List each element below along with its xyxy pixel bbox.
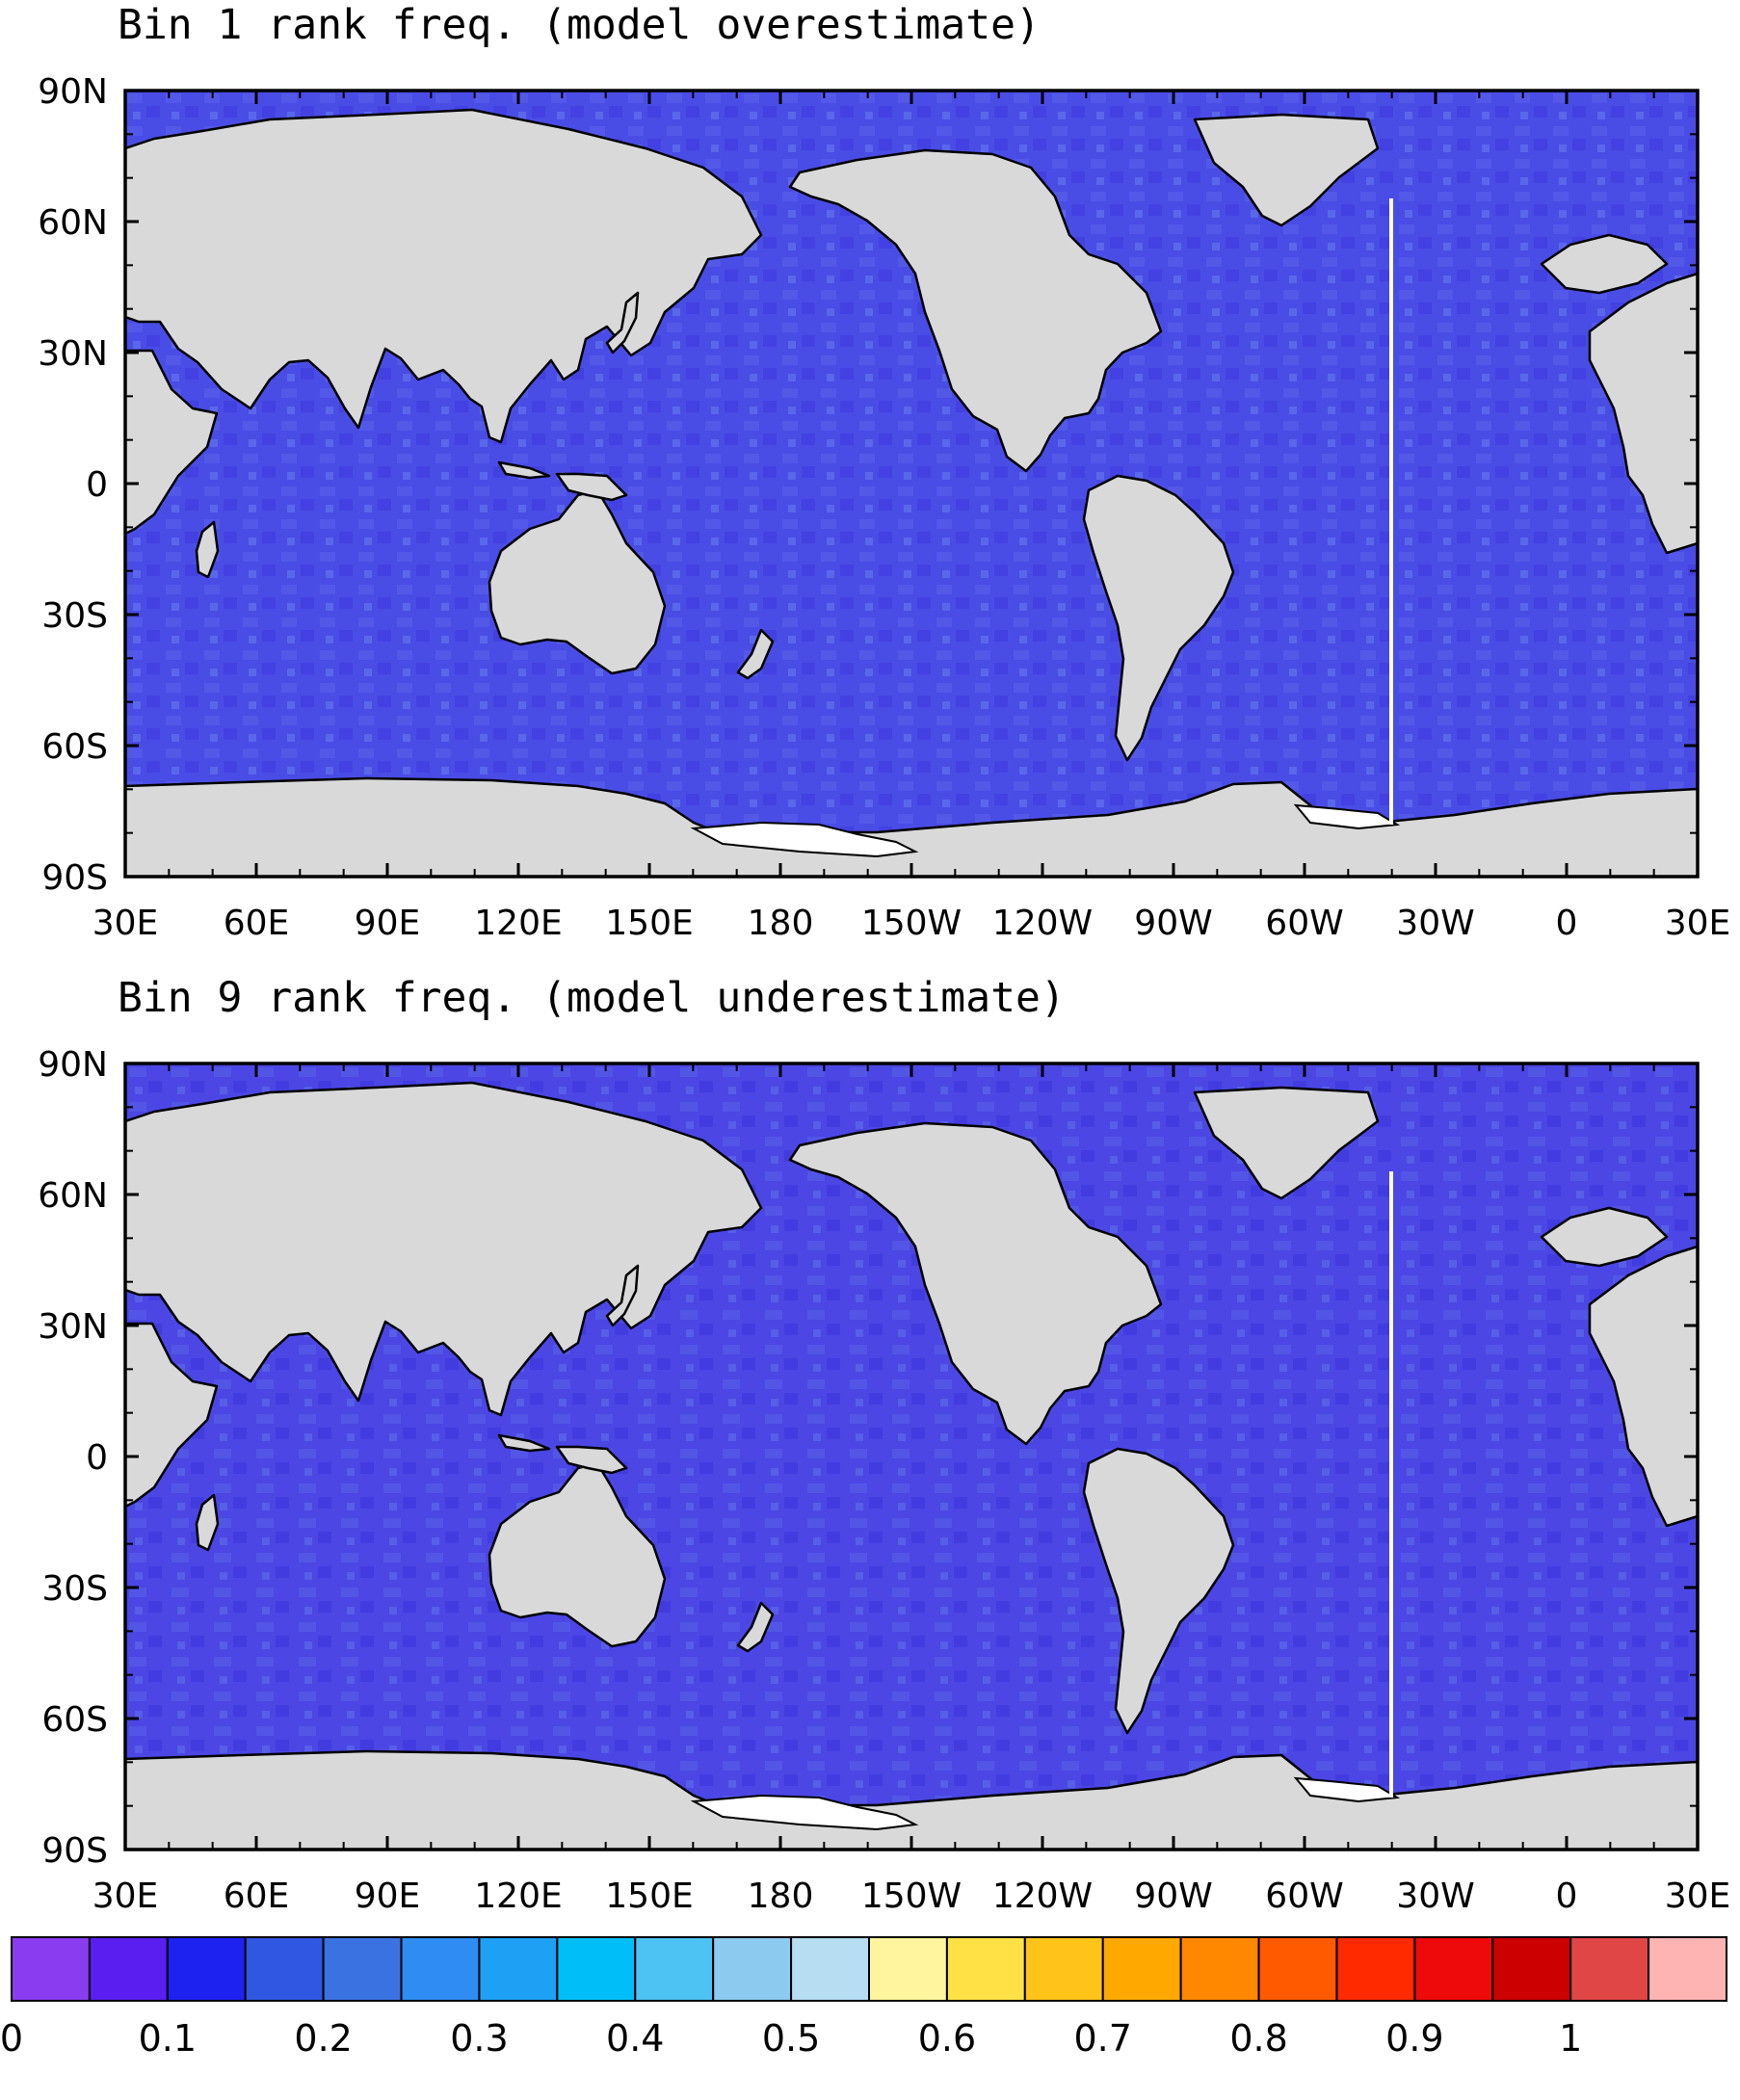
lon-tick-label: 180 — [748, 904, 814, 943]
colorbar-swatch — [1335, 1936, 1416, 2002]
colorbar-swatch — [634, 1936, 715, 2002]
colorbar-label: 1 — [1559, 2017, 1582, 2060]
land-masses — [123, 1081, 1700, 1851]
lon-tick-label: 30E — [1665, 1877, 1731, 1916]
colorbar-swatch — [166, 1936, 247, 2002]
lon-tick-label: 120W — [992, 904, 1093, 943]
lon-tick-label: 120W — [992, 1877, 1093, 1916]
ice-shelves — [690, 1776, 1401, 1831]
lat-tick-label: 30N — [38, 334, 108, 374]
lon-tick-label: 150E — [605, 904, 693, 943]
lat-tick-label: 60N — [38, 1176, 108, 1216]
colorbar-swatch — [11, 1936, 91, 2002]
colorbar-swatch — [88, 1936, 169, 2002]
lon-tick-label: 90E — [355, 904, 421, 943]
colorbar-swatch — [1491, 1936, 1572, 2002]
lat-tick-label: 30S — [41, 596, 108, 636]
colorbar-label: 0.9 — [1385, 2017, 1443, 2060]
colorbar-swatch — [1648, 1936, 1728, 2002]
lon-tick-label: 120E — [474, 904, 562, 943]
lon-tick-label: 60E — [224, 904, 290, 943]
lon-tick-label: 150W — [861, 904, 962, 943]
colorbar-swatch — [1569, 1936, 1650, 2002]
ice-shelves — [690, 803, 1401, 858]
lat-tick-label: 0 — [86, 465, 108, 505]
colorbar-labels: 0 0.1 0.2 0.3 0.4 0.5 0.6 0.7 0.8 0.9 1 — [0, 2017, 1582, 2060]
lon-tick-label: 60E — [224, 1877, 290, 1916]
lat-tick-label: 30N — [38, 1307, 108, 1347]
colorbar-swatch — [1413, 1936, 1494, 2002]
axis-ticks — [123, 1062, 1700, 1851]
colorbar-swatch — [400, 1936, 481, 2002]
colorbar-label: 0.3 — [450, 2017, 508, 2060]
lon-tick-labels: 30E 60E 90E 120E 150E 180 150W 120W 90W 60W 30W 0 30… — [92, 1877, 1731, 1916]
lon-tick-label: 0 — [1556, 904, 1578, 943]
colorbar-label: 0.4 — [606, 2017, 664, 2060]
lat-tick-label: 30S — [41, 1569, 108, 1609]
map-panel-bin9: Bin 9 rank freq. (model underestimate) — [38, 974, 1730, 1916]
colorbar-swatch — [1023, 1936, 1104, 2002]
colorbar-swatch — [868, 1936, 948, 2002]
lon-tick-labels: 30E 60E 90E 120E 150E 180 150W 120W 90W 60W 30W 0 30… — [92, 904, 1731, 943]
colorbar-label: 0.2 — [294, 2017, 352, 2060]
colorbar-label: 0.6 — [918, 2017, 976, 2060]
lon-tick-label: 0 — [1556, 1877, 1578, 1916]
lon-tick-label: 150E — [605, 1877, 693, 1916]
panel-title: Bin 1 rank freq. (model overestimate) — [118, 1, 1041, 49]
colorbar: 0 0.1 0.2 0.3 0.4 0.5 0.6 0.7 0.8 0.9 1 — [0, 1936, 1728, 2060]
lat-tick-label: 90S — [41, 858, 108, 898]
colorbar-swatch — [790, 1936, 870, 2002]
colorbar-label: 0 — [0, 2017, 23, 2060]
lon-tick-label: 90E — [355, 1877, 421, 1916]
lon-tick-label: 150W — [861, 1877, 962, 1916]
lon-tick-label: 60W — [1265, 1877, 1343, 1916]
lon-tick-label: 30E — [1665, 904, 1731, 943]
axis-ticks — [123, 89, 1700, 879]
colorbar-label: 0.8 — [1229, 2017, 1287, 2060]
colorbar-swatches — [11, 1936, 1728, 2002]
colorbar-label: 0.7 — [1074, 2017, 1132, 2060]
lon-tick-label: 90W — [1134, 904, 1212, 943]
lat-tick-label: 0 — [86, 1438, 108, 1478]
lat-tick-label: 60S — [41, 1700, 108, 1740]
lon-tick-label: 60W — [1265, 904, 1343, 943]
land-masses — [123, 108, 1700, 879]
lon-tick-label: 30E — [92, 1877, 159, 1916]
lat-tick-label: 90N — [38, 1045, 108, 1085]
lon-tick-label: 30E — [92, 904, 159, 943]
colorbar-swatch — [556, 1936, 637, 2002]
colorbar-swatch — [945, 1936, 1026, 2002]
lat-tick-label: 90N — [38, 72, 108, 112]
colorbar-swatch — [1179, 1936, 1260, 2002]
colorbar-label: 0.1 — [139, 2017, 197, 2060]
lon-tick-label: 30W — [1396, 904, 1474, 943]
colorbar-swatch — [244, 1936, 325, 2002]
map-panel-bin1: Bin 1 rank freq. (model overestimate) — [38, 1, 1730, 943]
lon-tick-label: 180 — [748, 1877, 814, 1916]
lon-tick-label: 120E — [474, 1877, 562, 1916]
lon-tick-label: 30W — [1396, 1877, 1474, 1916]
lon-tick-label: 90W — [1134, 1877, 1212, 1916]
colorbar-swatch — [712, 1936, 793, 2002]
colorbar-swatch — [322, 1936, 403, 2002]
colorbar-swatch — [478, 1936, 559, 2002]
panel-title: Bin 9 rank freq. (model underestimate) — [118, 974, 1066, 1022]
lat-tick-label: 60N — [38, 203, 108, 243]
colorbar-swatch — [1257, 1936, 1338, 2002]
lat-tick-label: 90S — [41, 1831, 108, 1871]
lat-tick-label: 60S — [41, 727, 108, 767]
colorbar-label: 0.5 — [762, 2017, 820, 2060]
lat-tick-labels: 90N 60N 30N 0 30S 60S 90S — [38, 1045, 108, 1871]
colorbar-swatch — [1101, 1936, 1182, 2002]
lat-tick-labels: 90N 60N 30N 0 30S 60S 90S — [38, 72, 108, 898]
